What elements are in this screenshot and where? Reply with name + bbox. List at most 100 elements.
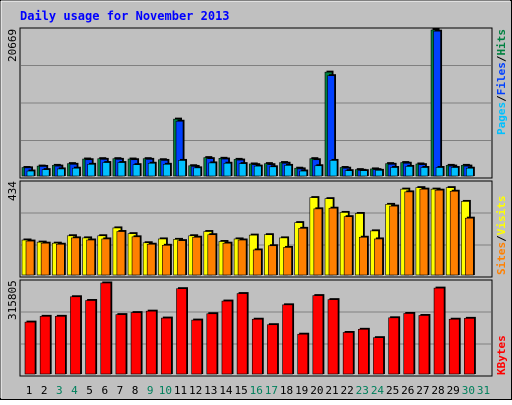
bar-kbytes-day-26 — [403, 311, 416, 375]
bar-kbytes-day-24-face — [373, 337, 384, 375]
bar-pages-day-12-face — [193, 167, 201, 177]
bar-kbytes-day-9 — [145, 309, 158, 375]
bar-sites-day-19 — [298, 226, 309, 276]
legend-sep-3: / — [495, 235, 508, 242]
bar-sites-day-24-face — [374, 238, 383, 276]
x-label-day-11: 11 — [174, 384, 187, 397]
bar-sites-day-12 — [192, 235, 203, 276]
x-label-day-19: 19 — [295, 384, 308, 397]
bar-kbytes-day-19-face — [297, 333, 309, 375]
x-label-day-9: 9 — [147, 384, 154, 397]
bar-kbytes-day-28 — [433, 286, 446, 375]
bar-kbytes-day-1 — [24, 320, 37, 375]
x-label-day-10: 10 — [159, 384, 172, 397]
bar-sites-day-15 — [237, 238, 248, 276]
bar-sites-day-18-face — [283, 247, 292, 276]
chart-title: Daily usage for November 2013 — [20, 9, 230, 23]
bar-pages-day-19-face — [299, 170, 308, 177]
bar-kbytes-day-21-face — [327, 299, 339, 375]
bar-sites-day-18 — [283, 245, 294, 276]
x-label-day-2: 2 — [41, 384, 48, 397]
bar-sites-day-8-face — [131, 236, 141, 276]
bar-pages-day-24 — [375, 168, 384, 177]
bar-sites-day-12-face — [192, 236, 201, 276]
bar-pages-day-29-face — [450, 167, 459, 177]
bar-sites-day-7-face — [116, 231, 126, 276]
x-label-day-6: 6 — [101, 384, 108, 397]
bar-sites-day-14 — [222, 241, 233, 276]
bar-kbytes-day-15-face — [236, 293, 248, 375]
bar-sites-day-6-face — [101, 238, 111, 276]
bar-pages-day-23 — [359, 169, 369, 177]
bar-pages-day-30-face — [466, 167, 474, 177]
bar-kbytes-day-2-face — [39, 316, 51, 375]
bar-sites-day-30-face — [465, 217, 474, 276]
bars-kbytes — [24, 281, 476, 375]
x-label-day-24: 24 — [371, 384, 385, 397]
bar-sites-day-9 — [146, 242, 157, 276]
bar-kbytes-day-11 — [176, 287, 188, 375]
bar-pages-day-9 — [147, 161, 157, 177]
bar-kbytes-day-29-face — [448, 318, 460, 375]
bar-kbytes-day-25 — [388, 316, 401, 375]
bar-sites-day-17 — [268, 244, 278, 276]
bar-kbytes-day-14 — [221, 299, 234, 375]
bar-sites-day-13-face — [207, 234, 217, 276]
bar-sites-day-25 — [389, 204, 400, 276]
bar-sites-day-15-face — [237, 239, 247, 276]
bar-pages-day-7-face — [117, 162, 126, 177]
x-label-day-16: 16 — [250, 384, 263, 397]
bar-kbytes-day-30 — [464, 316, 476, 375]
x-label-day-30: 30 — [462, 384, 475, 397]
bar-pages-day-17 — [269, 165, 278, 177]
bar-kbytes-day-20-face — [312, 295, 324, 375]
bar-kbytes-day-7 — [115, 313, 128, 375]
x-axis-day-labels: 1 2 3 4 5 6 7 8 9 10 11 12 13 14 15 16 17 18 19 20 21 22 23 24 2… — [26, 384, 490, 397]
ymax-label-kbytes: 315805 — [6, 280, 19, 320]
bar-sites-day-26-face — [404, 191, 414, 276]
bar-kbytes-day-13-face — [206, 313, 218, 375]
bar-files-day-28 — [433, 29, 443, 177]
bar-kbytes-day-17-face — [267, 324, 278, 375]
bar-pages-day-24-face — [375, 170, 383, 177]
bar-sites-day-16-face — [252, 249, 262, 276]
bar-sites-day-4-face — [71, 237, 80, 276]
bar-pages-day-11 — [178, 158, 187, 177]
bar-sites-day-1 — [25, 239, 36, 276]
bar-pages-day-5 — [87, 162, 97, 177]
bar-pages-day-9-face — [147, 162, 156, 177]
bar-pages-day-20 — [314, 164, 324, 177]
bar-sites-day-26 — [404, 190, 415, 276]
bar-pages-day-22 — [344, 169, 354, 177]
legend-hits-files-pages: Pages/Files/Hits — [495, 29, 508, 135]
bar-pages-day-18-face — [284, 165, 292, 177]
bar-kbytes-day-19 — [297, 332, 310, 375]
bar-pages-day-6-face — [102, 162, 111, 177]
bar-kbytes-day-13 — [206, 312, 219, 375]
bar-kbytes-day-4 — [70, 295, 82, 375]
bar-pages-day-6 — [102, 161, 112, 177]
bar-sites-day-21 — [328, 206, 339, 276]
ymax-label-hits: 20669 — [6, 29, 19, 62]
bar-sites-day-25-face — [389, 205, 398, 276]
bar-sites-day-9-face — [146, 243, 156, 276]
bar-sites-day-11 — [177, 239, 187, 276]
bar-kbytes-day-3 — [54, 314, 67, 375]
legend-kbytes-text: KBytes — [495, 335, 508, 375]
bar-sites-day-28-face — [434, 189, 444, 276]
bar-pages-day-7 — [117, 161, 127, 177]
bar-pages-day-29 — [450, 166, 460, 177]
bar-pages-day-15-face — [238, 163, 247, 177]
bar-kbytes-day-23 — [357, 327, 370, 375]
x-label-day-1: 1 — [26, 384, 33, 397]
bar-pages-day-12 — [193, 166, 203, 177]
bar-sites-day-8 — [131, 235, 142, 276]
bar-sites-day-22-face — [343, 216, 353, 276]
bar-kbytes-day-17 — [267, 323, 279, 375]
bar-kbytes-day-22-face — [342, 332, 354, 375]
bars-visits-sites — [21, 186, 475, 276]
bar-pages-day-16-face — [253, 165, 262, 177]
bar-sites-day-5 — [86, 238, 97, 276]
